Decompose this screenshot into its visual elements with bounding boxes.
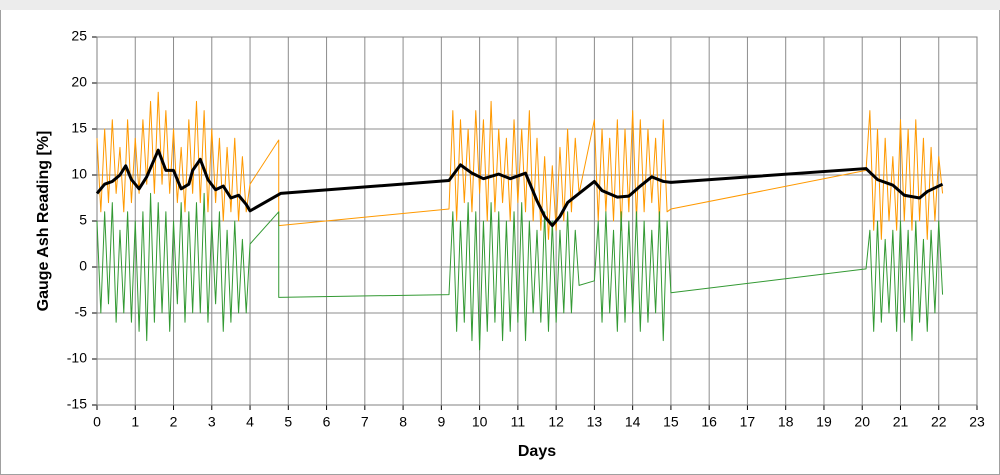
y-tick-label: -5 xyxy=(75,304,88,320)
x-tick-label: 17 xyxy=(740,414,756,430)
y-tick-label: -15 xyxy=(67,396,87,412)
x-tick-label: 22 xyxy=(931,414,947,430)
y-tick-label: 15 xyxy=(71,120,87,136)
x-tick-label: 15 xyxy=(663,414,679,430)
x-tick-label: 3 xyxy=(208,414,216,430)
x-axis-title: Days xyxy=(518,443,556,460)
series-line xyxy=(95,148,944,228)
x-tick-label: 13 xyxy=(587,414,603,430)
x-tick-label: 7 xyxy=(361,414,369,430)
x-tick-label: 8 xyxy=(399,414,407,430)
x-tick-label: 0 xyxy=(93,414,101,430)
x-tick-label: 4 xyxy=(246,414,254,430)
y-tick-label: 20 xyxy=(71,74,87,90)
y-tick-label: 0 xyxy=(79,258,87,274)
x-tick-label: 5 xyxy=(284,414,292,430)
y-tick-label: 10 xyxy=(71,166,87,182)
x-tick-label: 9 xyxy=(437,414,445,430)
x-tick-label: 12 xyxy=(548,414,564,430)
x-tick-label: 20 xyxy=(854,414,870,430)
series-line xyxy=(96,91,944,240)
x-tick-label: 14 xyxy=(625,414,641,430)
window-strip xyxy=(0,0,1000,10)
y-axis-title: Gauge Ash Reading [%] xyxy=(35,131,52,312)
y-tick-label: 25 xyxy=(71,28,87,44)
x-tick-label: 2 xyxy=(170,414,178,430)
x-tick-label: 23 xyxy=(969,414,985,430)
x-tick-label: 21 xyxy=(893,414,909,430)
x-tick-label: 1 xyxy=(131,414,139,430)
y-tick-label: -10 xyxy=(67,350,87,366)
x-tick-label: 10 xyxy=(472,414,488,430)
x-tick-label: 16 xyxy=(701,414,717,430)
x-tick-label: 18 xyxy=(778,414,794,430)
y-tick-label: 5 xyxy=(79,212,87,228)
x-tick-label: 6 xyxy=(323,414,331,430)
x-tick-label: 11 xyxy=(511,414,526,430)
x-tick-label: 19 xyxy=(816,414,832,430)
series-line xyxy=(96,192,944,351)
